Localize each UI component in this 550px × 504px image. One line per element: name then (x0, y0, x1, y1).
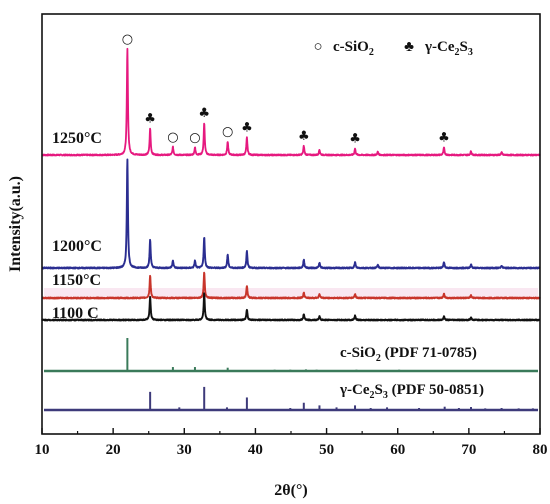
axes: 10 20 30 40 50 60 70 80 (35, 428, 548, 458)
reference-label: c-SiO2 (PDF 71-0785) (340, 345, 477, 364)
peak-markers: ○ ♣ ○ ○ ♣ ○ ♣ ♣ ♣ ♣ (122, 32, 450, 147)
legend-label-sio2: c-SiO2 (333, 39, 374, 58)
x-tick-label: 20 (106, 442, 121, 458)
series-band (44, 288, 538, 298)
series-line (41, 292, 541, 322)
peak-marker: ○ (222, 125, 233, 140)
plot-area: 1250°C 1200°C 1150°C 1100 C ○ ♣ ○ ○ ♣ ○ ♣ ♣ ♣ ♣ c-SiO2… (41, 32, 541, 412)
series-label: 1100 C (52, 305, 99, 322)
x-tick-label: 10 (35, 442, 50, 458)
x-tick-label: 60 (390, 442, 405, 458)
legend: ○ c-SiO2 ♣ γ-Ce2S3 (313, 39, 472, 58)
x-tick-label: 80 (533, 442, 548, 458)
series-label: 1150°C (52, 272, 101, 289)
peak-marker: ♣ (241, 120, 253, 135)
peak-marker: ○ (167, 130, 178, 145)
peak-marker: ♣ (438, 131, 450, 146)
peak-marker: ♣ (298, 129, 310, 144)
series-line (41, 47, 541, 157)
peak-marker: ♣ (144, 111, 156, 126)
legend-label-ce2s3: γ-Ce2S3 (424, 39, 473, 58)
y-axis-title: Intensity(a.u.) (7, 176, 24, 272)
x-tick-label: 50 (319, 442, 334, 458)
reference-2: γ-Ce2S3 (PDF 50-0851) (44, 382, 538, 412)
peak-marker: ○ (122, 32, 133, 47)
x-tick-label: 70 (461, 442, 476, 458)
x-tick-label: 40 (248, 442, 263, 458)
peak-marker: ○ (189, 130, 200, 145)
x-tick-label: 30 (177, 442, 192, 458)
series-4: 1100 C (41, 292, 541, 322)
peak-marker: ♣ (198, 106, 210, 121)
series-line (41, 158, 541, 270)
peak-marker: ♣ (349, 132, 361, 147)
legend-symbol-sio2: ○ (313, 39, 322, 55)
series-label: 1200°C (52, 238, 102, 255)
legend-symbol-ce2s3: ♣ (404, 39, 414, 55)
series-label: 1250°C (52, 130, 102, 147)
series-line (41, 271, 541, 300)
reference-1: c-SiO2 (PDF 71-0785) (44, 338, 538, 373)
series-1: 1250°C (41, 47, 541, 157)
x-axis-title: 2θ(°) (274, 482, 307, 499)
series-2: 1200°C (41, 158, 541, 270)
reference-label: γ-Ce2S3 (PDF 50-0851) (339, 382, 484, 401)
series-3: 1150°C (41, 271, 541, 300)
